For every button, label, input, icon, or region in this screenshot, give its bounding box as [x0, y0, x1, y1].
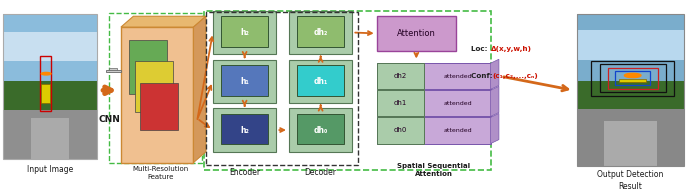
Text: Conf:: Conf:	[471, 73, 495, 79]
FancyBboxPatch shape	[377, 90, 424, 117]
Polygon shape	[121, 16, 206, 27]
FancyBboxPatch shape	[213, 60, 276, 103]
Text: attended: attended	[443, 128, 472, 133]
Text: Encoder: Encoder	[229, 168, 261, 177]
Polygon shape	[193, 16, 206, 163]
FancyBboxPatch shape	[3, 110, 97, 159]
FancyBboxPatch shape	[619, 79, 647, 82]
FancyBboxPatch shape	[32, 118, 69, 159]
FancyBboxPatch shape	[297, 65, 344, 96]
FancyBboxPatch shape	[129, 40, 167, 94]
Text: h₂: h₂	[240, 125, 249, 134]
Text: Attention: Attention	[397, 29, 436, 38]
Text: attended: attended	[443, 74, 472, 79]
Text: dh₁: dh₁	[314, 77, 328, 86]
FancyBboxPatch shape	[140, 83, 178, 130]
Text: attended: attended	[443, 101, 472, 106]
FancyBboxPatch shape	[289, 11, 352, 54]
FancyBboxPatch shape	[377, 90, 491, 117]
FancyBboxPatch shape	[135, 61, 173, 112]
Text: Decoder: Decoder	[305, 168, 337, 177]
FancyBboxPatch shape	[289, 60, 352, 103]
FancyBboxPatch shape	[106, 70, 121, 72]
FancyBboxPatch shape	[297, 114, 344, 144]
FancyBboxPatch shape	[577, 108, 684, 166]
Circle shape	[41, 72, 51, 75]
FancyBboxPatch shape	[3, 81, 97, 113]
Text: dh1: dh1	[394, 100, 407, 106]
FancyBboxPatch shape	[289, 108, 352, 152]
FancyBboxPatch shape	[221, 65, 268, 96]
FancyBboxPatch shape	[3, 15, 97, 84]
FancyBboxPatch shape	[213, 108, 276, 152]
FancyBboxPatch shape	[377, 117, 424, 144]
Text: dh0: dh0	[394, 127, 407, 134]
Text: Input Image: Input Image	[27, 165, 73, 174]
FancyBboxPatch shape	[221, 16, 268, 47]
FancyBboxPatch shape	[297, 16, 344, 47]
FancyBboxPatch shape	[221, 114, 268, 144]
FancyBboxPatch shape	[577, 81, 684, 112]
FancyBboxPatch shape	[377, 63, 491, 89]
FancyBboxPatch shape	[213, 11, 276, 54]
Text: Output Detection
Result: Output Detection Result	[597, 170, 664, 191]
Text: h₂: h₂	[240, 28, 249, 37]
Text: h₁: h₁	[240, 77, 249, 86]
Text: Δ(x,y,w,h): Δ(x,y,w,h)	[491, 46, 531, 52]
Circle shape	[625, 73, 641, 78]
FancyBboxPatch shape	[109, 68, 117, 70]
FancyBboxPatch shape	[577, 30, 684, 60]
FancyBboxPatch shape	[41, 84, 50, 103]
Text: dh₂: dh₂	[314, 28, 328, 37]
FancyBboxPatch shape	[121, 27, 193, 163]
FancyBboxPatch shape	[377, 117, 491, 144]
Text: Loc:: Loc:	[471, 46, 490, 52]
FancyBboxPatch shape	[377, 63, 424, 89]
FancyBboxPatch shape	[3, 32, 97, 61]
Polygon shape	[491, 113, 499, 144]
Text: dh2: dh2	[394, 73, 407, 79]
Text: (c₁,c₂,...,cₙ): (c₁,c₂,...,cₙ)	[492, 73, 538, 79]
FancyBboxPatch shape	[577, 15, 684, 83]
Text: dh₀: dh₀	[314, 125, 328, 134]
Text: Multi-Resolution
Feature: Multi-Resolution Feature	[133, 166, 189, 180]
Polygon shape	[491, 86, 499, 117]
Text: CNN: CNN	[99, 115, 121, 124]
Text: Spatial Sequential
Attention: Spatial Sequential Attention	[397, 163, 470, 177]
FancyBboxPatch shape	[604, 121, 657, 166]
Polygon shape	[491, 59, 499, 89]
FancyBboxPatch shape	[377, 16, 456, 51]
